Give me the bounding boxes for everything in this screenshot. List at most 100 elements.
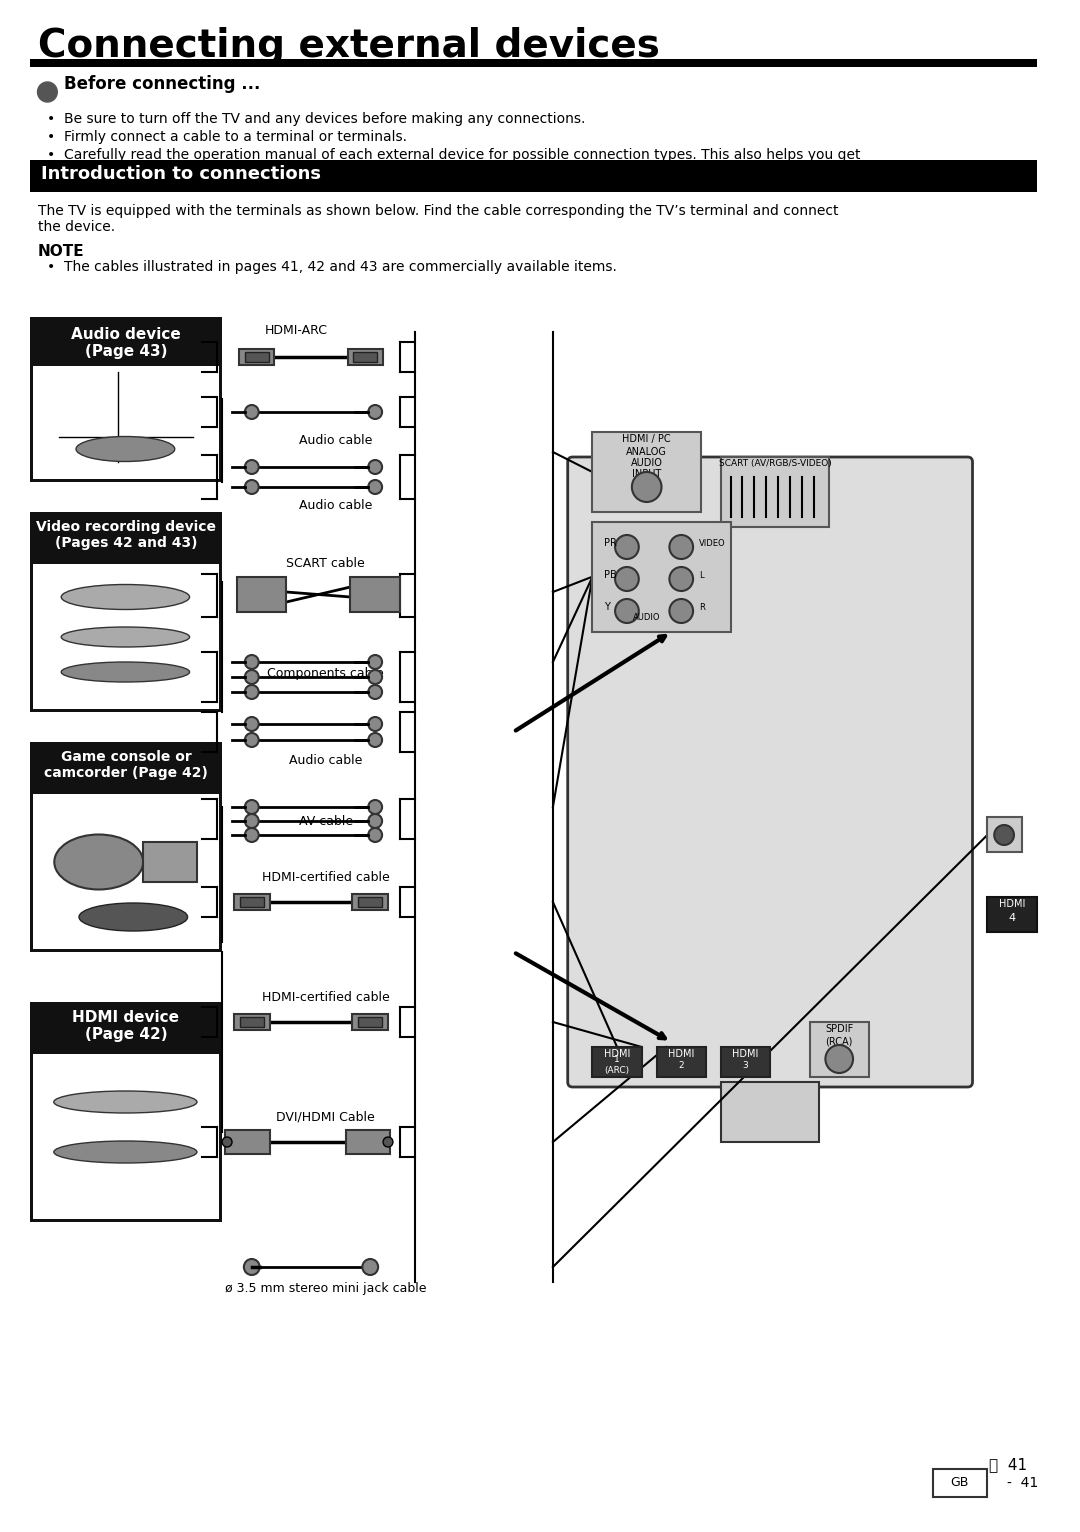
Bar bbox=[29, 60, 1037, 67]
Bar bbox=[351, 578, 400, 611]
Bar bbox=[245, 352, 269, 362]
Circle shape bbox=[995, 826, 1014, 846]
FancyBboxPatch shape bbox=[568, 457, 972, 1088]
Text: (RCA): (RCA) bbox=[825, 1037, 853, 1046]
Bar bbox=[348, 349, 383, 365]
Bar bbox=[987, 898, 1037, 931]
Text: Audio cable: Audio cable bbox=[299, 434, 373, 447]
Ellipse shape bbox=[368, 404, 382, 418]
Ellipse shape bbox=[368, 480, 382, 493]
Bar bbox=[593, 432, 701, 512]
Bar bbox=[240, 1017, 264, 1026]
Ellipse shape bbox=[245, 669, 259, 683]
Text: HDMI / PC: HDMI / PC bbox=[622, 434, 671, 444]
Ellipse shape bbox=[62, 585, 190, 610]
Bar bbox=[234, 895, 270, 910]
Ellipse shape bbox=[245, 800, 259, 813]
Text: SPDIF: SPDIF bbox=[825, 1023, 853, 1034]
Bar bbox=[29, 317, 222, 483]
Bar bbox=[32, 1054, 219, 1219]
Text: PB: PB bbox=[604, 570, 617, 581]
Ellipse shape bbox=[368, 827, 382, 843]
Bar bbox=[237, 578, 286, 611]
Bar bbox=[144, 843, 198, 882]
Text: the device.: the device. bbox=[38, 221, 114, 234]
Ellipse shape bbox=[245, 685, 259, 699]
Circle shape bbox=[244, 1259, 259, 1275]
Text: ø 3.5 mm stereo mini jack cable: ø 3.5 mm stereo mini jack cable bbox=[225, 1282, 427, 1295]
Ellipse shape bbox=[245, 480, 259, 493]
Circle shape bbox=[616, 599, 638, 624]
Text: HDMI: HDMI bbox=[604, 1049, 631, 1059]
Text: -  41: - 41 bbox=[1007, 1475, 1038, 1491]
Bar bbox=[720, 1082, 820, 1141]
Bar bbox=[29, 159, 1037, 192]
Circle shape bbox=[222, 1137, 232, 1147]
Bar bbox=[353, 352, 377, 362]
Text: HDMI-certified cable: HDMI-certified cable bbox=[262, 991, 390, 1003]
Text: Before connecting ...: Before connecting ... bbox=[64, 75, 260, 93]
Text: AUDIO: AUDIO bbox=[633, 613, 661, 622]
Bar bbox=[32, 564, 219, 709]
Circle shape bbox=[670, 535, 693, 559]
Circle shape bbox=[383, 1137, 393, 1147]
Bar bbox=[32, 794, 219, 948]
Text: 1
(ARC): 1 (ARC) bbox=[605, 1056, 630, 1075]
Ellipse shape bbox=[79, 902, 188, 931]
Bar bbox=[933, 1469, 987, 1497]
Text: Y: Y bbox=[604, 602, 610, 611]
Text: Audio cable: Audio cable bbox=[299, 499, 373, 512]
Text: NOTE: NOTE bbox=[38, 244, 84, 259]
Text: Ⓘ  41: Ⓘ 41 bbox=[988, 1457, 1027, 1472]
Bar bbox=[720, 1046, 770, 1077]
Text: 4: 4 bbox=[1009, 913, 1015, 922]
Text: HDMI: HDMI bbox=[999, 899, 1025, 908]
Text: The TV is equipped with the terminals as shown below. Find the cable correspondi: The TV is equipped with the terminals as… bbox=[38, 204, 838, 218]
Ellipse shape bbox=[245, 827, 259, 843]
Bar bbox=[239, 349, 274, 365]
Ellipse shape bbox=[54, 1141, 197, 1163]
Text: GB: GB bbox=[950, 1477, 969, 1489]
Ellipse shape bbox=[245, 717, 259, 731]
Text: 2: 2 bbox=[678, 1060, 684, 1069]
Circle shape bbox=[616, 567, 638, 591]
Text: AUDIO: AUDIO bbox=[631, 458, 663, 467]
Ellipse shape bbox=[368, 669, 382, 683]
Text: HDMI-certified cable: HDMI-certified cable bbox=[262, 872, 390, 884]
Bar bbox=[810, 1022, 868, 1077]
Text: Video recording device
(Pages 42 and 43): Video recording device (Pages 42 and 43) bbox=[36, 519, 216, 550]
Ellipse shape bbox=[245, 656, 259, 669]
Circle shape bbox=[616, 535, 638, 559]
Text: ANALOG: ANALOG bbox=[626, 447, 667, 457]
Bar bbox=[359, 1017, 382, 1026]
Text: 3: 3 bbox=[743, 1060, 748, 1069]
Text: Connecting external devices: Connecting external devices bbox=[38, 28, 660, 64]
Text: •  Carefully read the operation manual of each external device for possible conn: • Carefully read the operation manual of… bbox=[48, 149, 861, 178]
Text: AV cable: AV cable bbox=[299, 815, 353, 827]
Ellipse shape bbox=[368, 656, 382, 669]
Ellipse shape bbox=[245, 813, 259, 827]
Bar bbox=[593, 1046, 642, 1077]
Circle shape bbox=[670, 567, 693, 591]
Text: INPUT: INPUT bbox=[632, 469, 661, 480]
Circle shape bbox=[825, 1045, 853, 1072]
Bar bbox=[29, 512, 222, 712]
Ellipse shape bbox=[245, 404, 259, 418]
Bar bbox=[234, 1014, 270, 1030]
Text: L: L bbox=[699, 570, 704, 579]
Ellipse shape bbox=[245, 460, 259, 473]
Ellipse shape bbox=[368, 800, 382, 813]
Bar bbox=[593, 522, 730, 633]
Ellipse shape bbox=[368, 460, 382, 473]
Text: HDMI device
(Page 42): HDMI device (Page 42) bbox=[72, 1010, 179, 1042]
Text: PR: PR bbox=[604, 538, 617, 548]
Bar bbox=[720, 457, 829, 527]
Text: Game console or
camcorder (Page 42): Game console or camcorder (Page 42) bbox=[44, 751, 207, 780]
Ellipse shape bbox=[368, 685, 382, 699]
Text: SCART cable: SCART cable bbox=[286, 558, 365, 570]
Bar bbox=[987, 817, 1022, 852]
Text: •  Be sure to turn off the TV and any devices before making any connections.: • Be sure to turn off the TV and any dev… bbox=[48, 112, 585, 126]
Bar bbox=[657, 1046, 706, 1077]
Ellipse shape bbox=[76, 437, 175, 461]
Ellipse shape bbox=[62, 627, 190, 647]
